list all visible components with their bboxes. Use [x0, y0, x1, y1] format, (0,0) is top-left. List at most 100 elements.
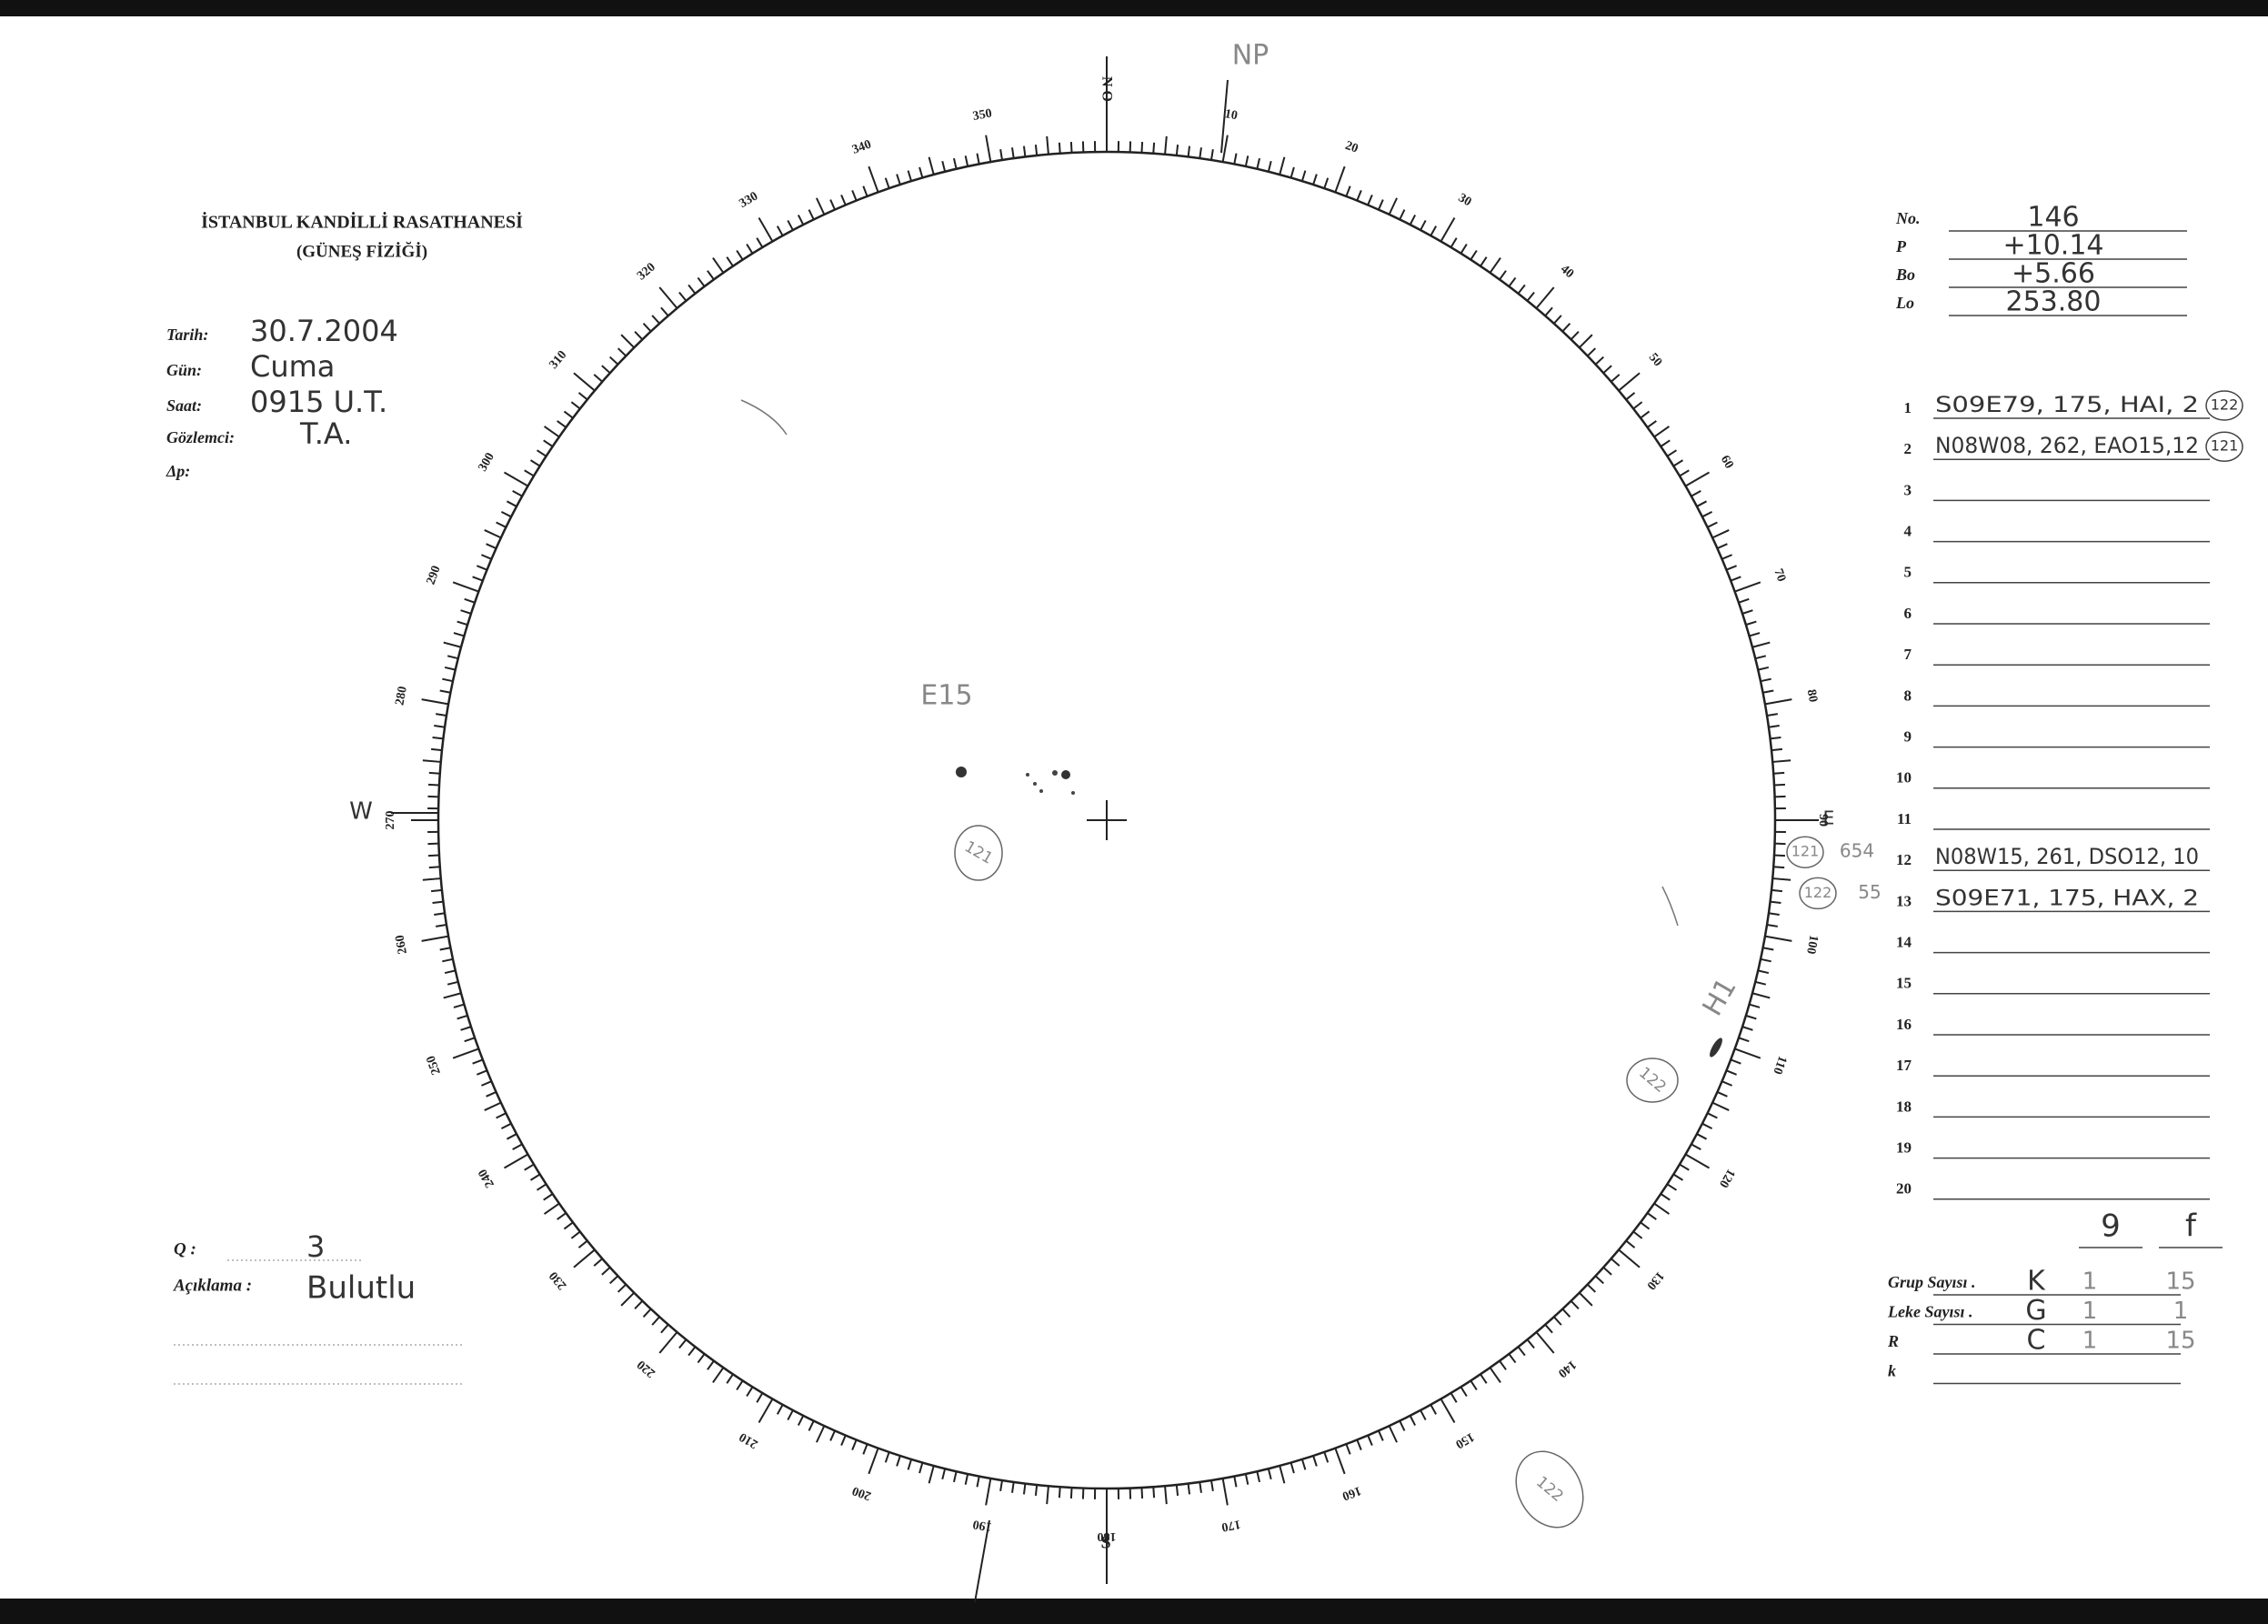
degree-tick	[1388, 197, 1398, 216]
degree-tick	[1378, 1430, 1384, 1441]
degree-tick	[1685, 1153, 1711, 1169]
degree-tick	[1209, 1479, 1214, 1491]
degree-tick	[1672, 459, 1684, 467]
degree-tick	[447, 655, 459, 660]
degree-tick	[500, 510, 512, 518]
field-label: Gözlemci:	[166, 428, 235, 446]
total-letter: K	[2027, 1266, 2046, 1298]
degree-tick	[1749, 632, 1761, 637]
degree-tick	[707, 1360, 715, 1370]
degree-tick	[570, 1230, 581, 1239]
degree-tick	[608, 356, 619, 366]
degree-tick	[543, 439, 554, 447]
degree-tick	[617, 1283, 627, 1293]
sunspot	[1026, 773, 1029, 777]
degree-tick	[797, 1415, 805, 1427]
degree-tick	[563, 410, 574, 419]
degree-tick	[543, 1202, 560, 1215]
field-label: Tarih:	[166, 326, 208, 344]
degree-tick	[712, 256, 725, 274]
degree-tick	[1666, 1183, 1678, 1191]
degree-tick	[840, 1435, 847, 1447]
degree-tick	[1717, 1091, 1728, 1098]
degree-tick	[1470, 249, 1478, 261]
tag-circle	[1786, 836, 1824, 868]
degree-label: 120	[1716, 1167, 1737, 1190]
degree-tick	[1773, 771, 1785, 775]
degree-tick	[1175, 1484, 1179, 1497]
degree-tick	[452, 1048, 479, 1059]
degree-tick	[577, 1239, 588, 1248]
degree-tick	[1570, 330, 1580, 340]
degree-tick	[1312, 174, 1318, 185]
degree-tick	[1460, 1386, 1468, 1398]
degree-tick	[1526, 291, 1535, 302]
degree-tick	[1535, 1331, 1555, 1354]
degree-tick	[1450, 1392, 1458, 1403]
degree-tick	[1711, 1101, 1730, 1111]
degree-tick	[1140, 1487, 1144, 1499]
degree-tick	[658, 286, 678, 309]
degree-tick	[573, 372, 596, 392]
field-label: Saat:	[166, 396, 202, 415]
degree-tick	[1480, 1373, 1488, 1384]
degree-tick	[1772, 877, 1791, 881]
degree-tick	[472, 576, 484, 582]
degree-tick	[840, 194, 847, 206]
row-number: 16	[1896, 1016, 1912, 1033]
degree-tick	[1152, 142, 1156, 154]
sunspot	[1039, 789, 1043, 793]
degree-tick	[557, 420, 567, 428]
degree-tick	[1660, 439, 1671, 447]
field-value: 30.7.2004	[250, 314, 398, 348]
degree-tick	[1640, 1221, 1651, 1230]
group-tag: 122	[2211, 396, 2239, 414]
degree-tick	[1312, 1455, 1318, 1467]
degree-tick	[1579, 1292, 1593, 1307]
degree-tick	[1267, 160, 1272, 173]
total-value: 15	[2165, 1328, 2195, 1355]
degree-tick	[443, 641, 462, 648]
degree-tick	[896, 1455, 901, 1467]
degree-tick	[444, 969, 457, 975]
degree-tick	[907, 170, 913, 182]
degree-label: 160	[1340, 1483, 1363, 1502]
group-note: E15	[920, 680, 972, 712]
degree-tick	[536, 449, 547, 457]
degree-tick	[460, 609, 472, 615]
degree-tick	[1711, 529, 1730, 539]
degree-tick	[447, 980, 459, 986]
degree-tick	[756, 237, 764, 248]
tag-circle	[954, 825, 1003, 881]
tag-circle	[1799, 877, 1837, 910]
degree-tick	[430, 747, 443, 752]
degree-label: 270	[384, 811, 397, 830]
degree-tick	[1770, 900, 1781, 905]
degree-tick	[829, 199, 836, 210]
degree-tick	[952, 157, 958, 170]
total-value: 15	[2165, 1268, 2195, 1296]
degree-tick	[1553, 1316, 1562, 1326]
degree-tick	[1771, 747, 1783, 752]
row-number: 9	[1904, 728, 1912, 746]
degree-tick	[464, 597, 476, 604]
degree-tick	[746, 243, 754, 255]
degree-tick	[1011, 1481, 1015, 1493]
degree-tick	[421, 698, 449, 706]
field-value: Cuma	[250, 349, 335, 384]
degree-tick	[1022, 145, 1027, 157]
degree-tick	[1244, 155, 1249, 167]
degree-tick	[453, 632, 465, 637]
pole-note: NP	[1232, 40, 1269, 72]
degree-tick	[776, 226, 784, 236]
degree-tick	[1679, 1163, 1690, 1171]
degree-tick	[443, 992, 462, 999]
degree-tick	[620, 334, 635, 348]
degree-label: 60	[1718, 454, 1736, 472]
degree-tick	[808, 1420, 815, 1431]
degree-tick	[1221, 1478, 1229, 1506]
degree-tick	[1290, 1462, 1295, 1474]
row-number: 12	[1896, 851, 1912, 868]
degree-tick	[573, 1248, 596, 1268]
